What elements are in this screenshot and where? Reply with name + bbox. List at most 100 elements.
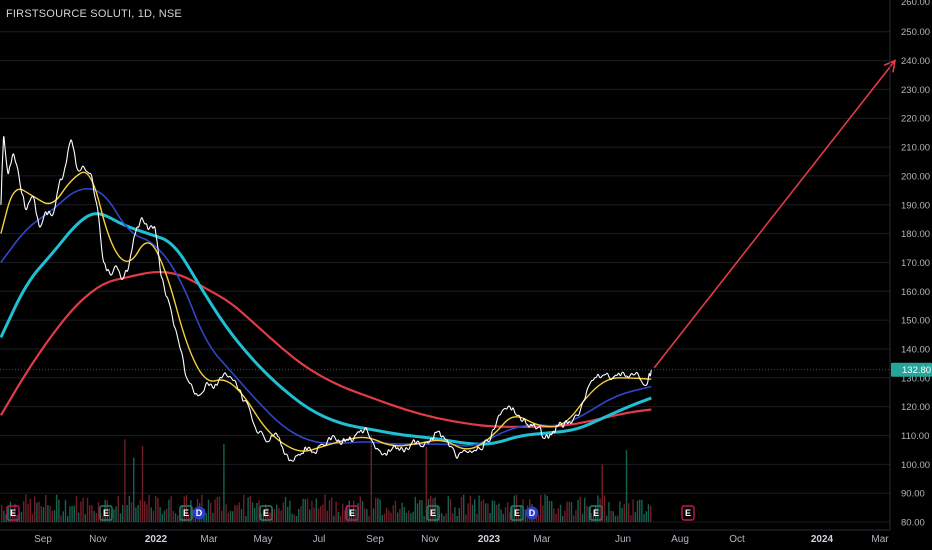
volume-bar <box>348 500 350 522</box>
earnings-badge[interactable]: E <box>510 505 524 521</box>
event-letter: D <box>529 508 536 518</box>
volume-bar <box>412 511 414 522</box>
volume-bar <box>623 504 625 522</box>
volume-bar <box>610 510 612 522</box>
volume-bar <box>559 504 562 522</box>
volume-bar <box>214 499 216 522</box>
time-axis[interactable]: Sep Nov 2022 Mar May Jul Sep Nov 2023 Mar Jun Aug Oc… <box>34 534 889 545</box>
volume-bar <box>64 499 67 522</box>
volume-bar <box>306 498 309 522</box>
volume-bar <box>399 508 401 522</box>
volume-bar <box>34 496 36 522</box>
price-tick-label: 220.00 <box>901 114 930 125</box>
volume-bar <box>188 514 190 522</box>
volume-bar <box>328 500 331 522</box>
dividend-badge[interactable]: D <box>192 506 206 520</box>
dividend-badge[interactable]: D <box>525 506 539 520</box>
projection-arrow[interactable] <box>653 59 897 369</box>
price-tick-label: 170.00 <box>901 258 930 269</box>
time-tick-label: Jul <box>313 534 326 545</box>
projection-arrow-line[interactable] <box>653 60 896 369</box>
projection-arrow-head[interactable] <box>883 59 897 73</box>
volume-bar <box>73 505 75 522</box>
volume-bar <box>515 494 518 522</box>
volume-bar <box>390 512 392 522</box>
volume-bar <box>212 512 214 522</box>
volume-bar <box>575 510 577 522</box>
price-tick-label: 180.00 <box>901 229 930 240</box>
volume-bar <box>287 506 289 522</box>
volume-bar <box>210 502 212 522</box>
time-tick-label: Sep <box>366 534 384 545</box>
volume-bar <box>441 513 443 522</box>
volume-bar <box>388 510 390 522</box>
volume-bar <box>273 509 276 522</box>
earnings-badge[interactable]: E <box>179 505 193 521</box>
volume-bar <box>115 506 117 522</box>
earnings-frame <box>6 505 20 521</box>
volume-bar <box>452 513 454 522</box>
volume-bar <box>557 508 559 522</box>
time-tick-label: Mar <box>200 534 218 545</box>
volume-bar <box>645 511 647 522</box>
earnings-badge[interactable]: E <box>681 505 695 521</box>
volume-bar <box>478 495 480 522</box>
earnings-badge[interactable]: E <box>426 505 440 521</box>
time-tick-label: Mar <box>871 534 889 545</box>
volume-bar <box>540 494 542 522</box>
volume-bar <box>397 512 399 522</box>
time-tick-label: 2023 <box>478 534 501 545</box>
earnings-badge[interactable]: E <box>345 505 359 521</box>
volume-bar <box>311 500 313 522</box>
volume-bar <box>520 505 522 522</box>
price-tick-label: 90.00 <box>901 489 925 500</box>
earnings-badge[interactable]: E <box>589 505 603 521</box>
volume-bar <box>298 508 300 522</box>
volume-bar <box>586 505 588 522</box>
volume-bar <box>240 509 243 522</box>
volume-bar <box>628 503 630 522</box>
volume-bar <box>51 510 53 522</box>
ema-mid-line <box>0 187 652 447</box>
volume-bar <box>157 497 159 522</box>
price-axis[interactable]: 260.00 250.00 240.00 230.00 220.00 210.00 200.… <box>891 0 932 529</box>
volume-bar <box>207 499 210 522</box>
volume-bar <box>243 494 245 522</box>
volume-bar <box>97 502 100 522</box>
volume-bar <box>84 514 86 522</box>
volume-bar <box>150 507 152 522</box>
volume-bar <box>339 515 342 522</box>
volume-bar <box>436 505 438 522</box>
volume-bar <box>25 494 27 522</box>
volume-bar <box>108 508 111 522</box>
volume-bar <box>137 504 139 522</box>
volume-bar <box>394 500 397 522</box>
volume-bar <box>62 511 64 522</box>
chart-title: FIRSTSOURCE SOLUTI, 1D, NSE <box>6 8 182 20</box>
volume-bar <box>625 450 628 522</box>
volume-bar <box>350 509 353 522</box>
earnings-badge[interactable]: E <box>6 505 20 521</box>
volume-bar <box>181 505 183 522</box>
volume-bar <box>247 497 249 522</box>
volume-bar <box>251 502 254 522</box>
volume-bar <box>581 513 584 522</box>
volume-bar <box>192 509 194 522</box>
volume-bar <box>498 503 500 522</box>
volume-bar <box>564 510 566 522</box>
time-tick-label: Oct <box>729 534 745 545</box>
earnings-badge[interactable]: E <box>259 505 273 521</box>
volume-bar <box>265 504 267 522</box>
volume-bar <box>612 511 614 522</box>
volume-bar <box>245 515 247 522</box>
dividend-circle <box>525 506 539 520</box>
volume-bar <box>113 509 115 522</box>
volume-bar <box>546 495 548 522</box>
volume-bar <box>45 494 47 522</box>
volume-bar <box>47 505 49 522</box>
volume-bar <box>430 495 432 522</box>
price-tick-label: 190.00 <box>901 200 930 211</box>
earnings-badge[interactable]: E <box>99 505 113 521</box>
